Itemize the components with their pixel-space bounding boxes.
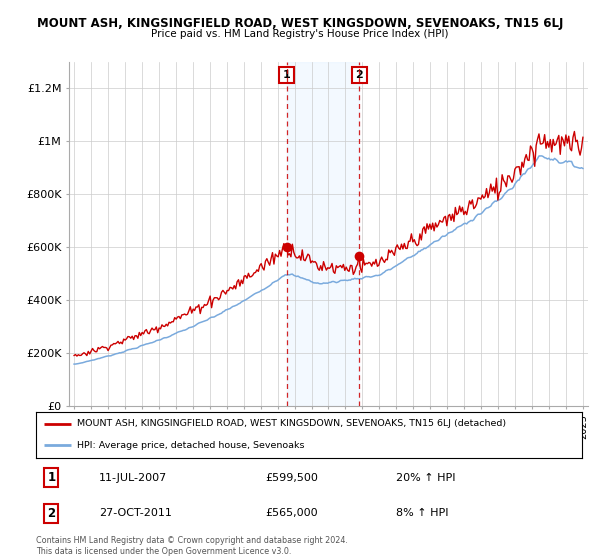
Text: HPI: Average price, detached house, Sevenoaks: HPI: Average price, detached house, Seve…: [77, 441, 304, 450]
Text: 27-OCT-2011: 27-OCT-2011: [99, 508, 172, 519]
Text: 2: 2: [47, 507, 55, 520]
Text: £565,000: £565,000: [265, 508, 318, 519]
Text: 1: 1: [283, 70, 290, 80]
Text: MOUNT ASH, KINGSINGFIELD ROAD, WEST KINGSDOWN, SEVENOAKS, TN15 6LJ: MOUNT ASH, KINGSINGFIELD ROAD, WEST KING…: [37, 17, 563, 30]
Text: 8% ↑ HPI: 8% ↑ HPI: [397, 508, 449, 519]
Text: Price paid vs. HM Land Registry's House Price Index (HPI): Price paid vs. HM Land Registry's House …: [151, 29, 449, 39]
Text: 11-JUL-2007: 11-JUL-2007: [99, 473, 167, 483]
Text: £599,500: £599,500: [265, 473, 318, 483]
Text: 1: 1: [47, 471, 55, 484]
Text: Contains HM Land Registry data © Crown copyright and database right 2024.
This d: Contains HM Land Registry data © Crown c…: [36, 536, 348, 556]
Text: 20% ↑ HPI: 20% ↑ HPI: [397, 473, 456, 483]
Text: MOUNT ASH, KINGSINGFIELD ROAD, WEST KINGSDOWN, SEVENOAKS, TN15 6LJ (detached): MOUNT ASH, KINGSINGFIELD ROAD, WEST KING…: [77, 419, 506, 428]
Bar: [287, 62, 359, 406]
Text: 2: 2: [355, 70, 363, 80]
